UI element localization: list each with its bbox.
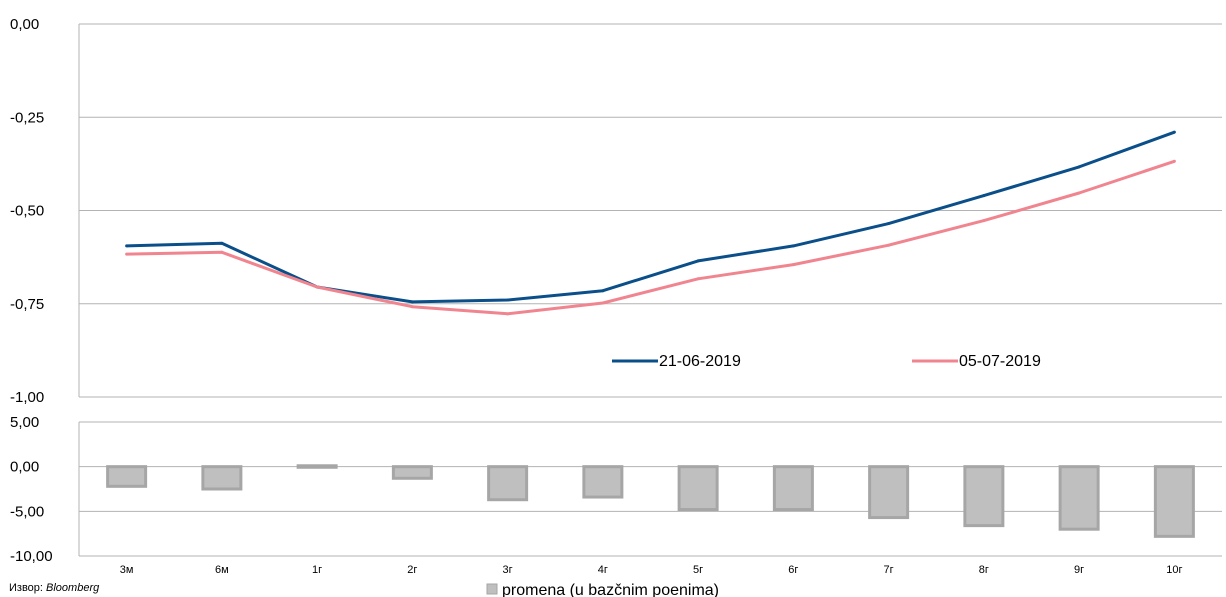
data-point-05-07-2019-4г bbox=[601, 301, 605, 305]
data-point-05-07-2019-7г bbox=[887, 243, 891, 247]
x-tick-label: 3г bbox=[503, 564, 513, 576]
x-tick-label: 8г bbox=[979, 564, 989, 576]
top-legend: 21-06-2019 05-07-2019 bbox=[612, 353, 1041, 370]
series-line-05-07-2019 bbox=[126, 159, 1175, 316]
top-y-tick-label: -1,00 bbox=[10, 389, 44, 406]
bar-8г bbox=[963, 465, 1005, 528]
top-y-tick-label: -0,25 bbox=[10, 109, 44, 126]
top-y-axis: 0,00 -0,25 -0,50 -0,75 -1,00 bbox=[10, 16, 44, 406]
data-point-21-06-2019-6г bbox=[791, 244, 795, 248]
x-axis-labels: 3м 6м 1г 2г 3г 4г 5г 6г 7г 8г 9г 10г bbox=[120, 564, 1183, 576]
x-tick-label: 4г bbox=[598, 564, 608, 576]
bar-5г bbox=[677, 465, 719, 512]
data-point-21-06-2019-4г bbox=[601, 289, 605, 293]
x-tick-label: 7г bbox=[884, 564, 894, 576]
data-point-21-06-2019-2г bbox=[410, 300, 414, 304]
source-name: Bloomberg bbox=[46, 582, 100, 594]
bar-10г bbox=[1153, 465, 1195, 538]
data-point-05-07-2019-8г bbox=[982, 219, 986, 223]
x-tick-label: 1г bbox=[312, 564, 322, 576]
bottom-y-axis: 5,00 0,00 -5,00 -10,00 bbox=[10, 414, 53, 565]
x-tick-label: 9г bbox=[1074, 564, 1084, 576]
x-tick-label: 5г bbox=[693, 564, 703, 576]
data-point-05-07-2019-6г bbox=[791, 263, 795, 267]
data-point-05-07-2019-5г bbox=[696, 277, 700, 281]
data-point-21-06-2019-6м bbox=[220, 241, 224, 245]
data-point-05-07-2019-3г bbox=[506, 312, 510, 316]
bar-9г bbox=[1058, 465, 1100, 531]
data-point-05-07-2019-10г bbox=[1172, 159, 1176, 163]
data-point-21-06-2019-9г bbox=[1077, 165, 1081, 169]
data-point-05-07-2019-1г bbox=[315, 285, 319, 289]
bottom-bars bbox=[106, 464, 1195, 538]
bar-1г bbox=[296, 464, 338, 469]
data-point-21-06-2019-8г bbox=[982, 194, 986, 198]
bottom-y-tick-label: -10,00 bbox=[10, 548, 53, 565]
bar-2г bbox=[391, 465, 433, 480]
data-point-21-06-2019-7г bbox=[887, 222, 891, 226]
line-chart: 0,00 -0,25 -0,50 -0,75 -1,00 21-06-2019 05-07… bbox=[10, 16, 1222, 406]
top-y-tick-label: -0,50 bbox=[10, 203, 44, 220]
bottom-legend: promena (u bazčnim poenima) bbox=[486, 582, 719, 597]
data-point-21-06-2019-5г bbox=[696, 259, 700, 263]
bottom-y-tick-label: -5,00 bbox=[10, 503, 44, 520]
legend-label-21-06-2019: 21-06-2019 bbox=[659, 353, 741, 370]
source-prefix: Извор: bbox=[9, 582, 43, 594]
data-point-21-06-2019-3м bbox=[125, 244, 129, 248]
x-tick-label: 6м bbox=[215, 564, 229, 576]
data-point-21-06-2019-10г bbox=[1172, 130, 1176, 134]
bar-3г bbox=[487, 465, 529, 502]
x-tick-label: 6г bbox=[788, 564, 798, 576]
top-y-tick-label: -0,75 bbox=[10, 296, 44, 313]
data-point-05-07-2019-3м bbox=[125, 252, 129, 256]
bar-chart: 5,00 0,00 -5,00 -10,00 3м 6м 1г 2г 3г 4г 5г 6г 7г 8г… bbox=[10, 414, 1222, 597]
data-point-05-07-2019-6м bbox=[220, 250, 224, 254]
bar-3м bbox=[106, 465, 148, 488]
bottom-gridlines bbox=[78, 421, 1222, 557]
x-tick-label: 2г bbox=[407, 564, 417, 576]
legend-label-05-07-2019: 05-07-2019 bbox=[959, 353, 1041, 370]
bar-6м bbox=[201, 465, 243, 491]
x-tick-label: 3м bbox=[120, 564, 134, 576]
legend-swatch-bar bbox=[486, 583, 498, 595]
x-tick-label: 10г bbox=[1166, 564, 1182, 576]
data-point-05-07-2019-2г bbox=[410, 305, 414, 309]
bar-4г bbox=[582, 465, 624, 499]
top-y-tick-label: 0,00 bbox=[10, 16, 39, 33]
data-point-05-07-2019-9г bbox=[1077, 191, 1081, 195]
legend-label-bar: promena (u bazčnim poenima) bbox=[502, 582, 719, 597]
bottom-y-tick-label: 0,00 bbox=[10, 459, 39, 476]
bar-7г bbox=[868, 465, 910, 520]
data-point-21-06-2019-3г bbox=[506, 298, 510, 302]
source-note: Извор: Bloomberg bbox=[9, 582, 99, 594]
bar-6г bbox=[772, 465, 814, 512]
top-series-lines bbox=[125, 130, 1176, 316]
top-gridlines bbox=[78, 23, 1222, 398]
bottom-y-tick-label: 5,00 bbox=[10, 414, 39, 431]
